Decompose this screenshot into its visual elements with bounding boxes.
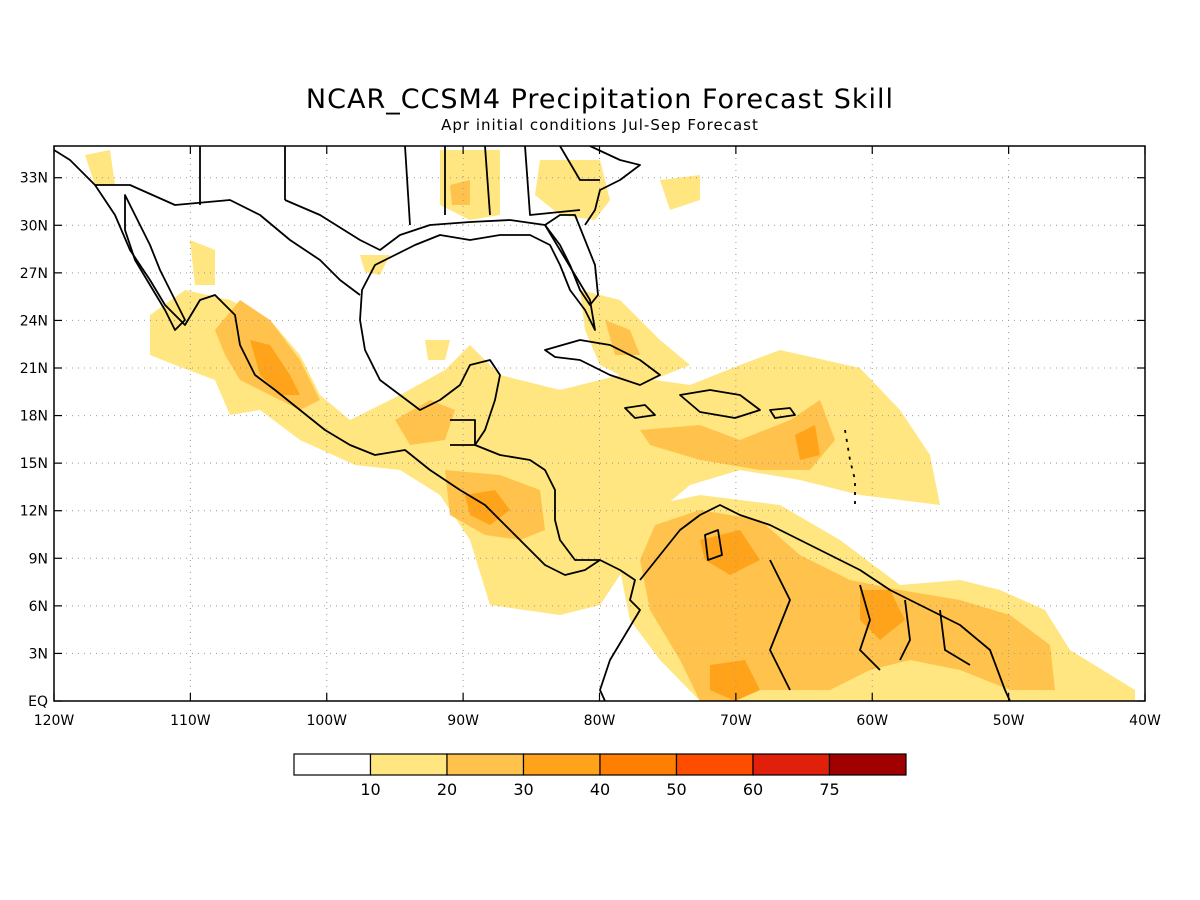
- colorbar-label: 60: [743, 780, 763, 799]
- lat-tick-label: 9N: [29, 551, 48, 567]
- title-block: NCAR_CCSM4 Precipitation Forecast Skill …: [0, 84, 1200, 134]
- lon-tick-label: 40W: [1129, 713, 1161, 729]
- lat-tick-label: 15N: [20, 456, 48, 472]
- lon-tick-label: 80W: [584, 713, 616, 729]
- axis-ticks: [53, 146, 1146, 702]
- colorbar-swatch: [369, 753, 448, 776]
- colorbar-swatch: [828, 753, 907, 776]
- colorbar-labels: 10 20 30 40 50 60 75: [360, 780, 839, 799]
- lon-tick-label: 50W: [993, 713, 1025, 729]
- page-title: NCAR_CCSM4 Precipitation Forecast Skill: [305, 84, 895, 115]
- lon-tick-label: 110W: [170, 713, 211, 729]
- page-subtitle: Apr initial conditions Jul-Sep Forecast: [441, 116, 759, 134]
- lat-tick-label: 30N: [20, 218, 48, 234]
- lat-tick-label: EQ: [28, 694, 48, 710]
- lat-tick-label: 27N: [20, 266, 48, 282]
- colorbar-label: 50: [666, 780, 686, 799]
- colorbar-swatch: [599, 753, 678, 776]
- lon-tick-label: 70W: [720, 713, 752, 729]
- lon-tick-label: 60W: [856, 713, 888, 729]
- lat-tick-label: 21N: [20, 361, 48, 377]
- colorbar-label: 20: [437, 780, 457, 799]
- lon-tick-label: 100W: [306, 713, 347, 729]
- longitude-labels: 120W 110W 100W 90W 80W 70W 60W 50W 40W: [34, 713, 1161, 729]
- colorbar: [293, 753, 907, 776]
- colorbar-label: 40: [590, 780, 610, 799]
- colorbar-label: 30: [513, 780, 533, 799]
- lat-tick-label: 33N: [20, 171, 48, 187]
- lat-tick-label: 3N: [29, 646, 48, 662]
- lat-tick-label: 24N: [20, 313, 48, 329]
- lon-tick-label: 120W: [34, 713, 75, 729]
- latitude-labels: EQ 3N 6N 9N 12N 15N 18N 21N 24N 27N 30N 33N: [20, 171, 48, 710]
- colorbar-swatch: [293, 753, 372, 776]
- lat-tick-label: 18N: [20, 409, 48, 425]
- colorbar-swatch: [446, 753, 525, 776]
- coastlines: [54, 146, 1011, 701]
- colorbar-label: 10: [360, 780, 380, 799]
- skill-shading: [85, 150, 1135, 701]
- colorbar-swatch: [522, 753, 601, 776]
- lat-tick-label: 12N: [20, 504, 48, 520]
- colorbar-swatch: [752, 753, 831, 776]
- lon-tick-label: 90W: [447, 713, 479, 729]
- map-gridlines: [54, 146, 1145, 701]
- colorbar-label: 75: [819, 780, 839, 799]
- colorbar-swatch: [675, 753, 754, 776]
- lat-tick-label: 6N: [29, 599, 48, 615]
